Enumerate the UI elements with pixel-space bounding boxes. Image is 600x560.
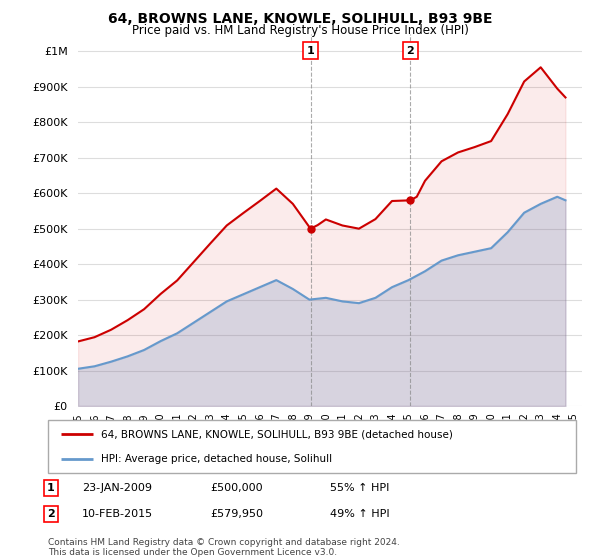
Text: 1: 1	[47, 483, 55, 493]
Text: £500,000: £500,000	[210, 483, 263, 493]
Text: 64, BROWNS LANE, KNOWLE, SOLIHULL, B93 9BE (detached house): 64, BROWNS LANE, KNOWLE, SOLIHULL, B93 9…	[101, 430, 452, 440]
Text: £579,950: £579,950	[210, 509, 263, 519]
Text: Price paid vs. HM Land Registry's House Price Index (HPI): Price paid vs. HM Land Registry's House …	[131, 24, 469, 37]
Text: 2: 2	[407, 45, 415, 55]
Text: Contains HM Land Registry data © Crown copyright and database right 2024.
This d: Contains HM Land Registry data © Crown c…	[48, 538, 400, 557]
Text: 49% ↑ HPI: 49% ↑ HPI	[330, 509, 389, 519]
Text: 64, BROWNS LANE, KNOWLE, SOLIHULL, B93 9BE: 64, BROWNS LANE, KNOWLE, SOLIHULL, B93 9…	[108, 12, 492, 26]
Text: 10-FEB-2015: 10-FEB-2015	[82, 509, 154, 519]
Text: HPI: Average price, detached house, Solihull: HPI: Average price, detached house, Soli…	[101, 454, 332, 464]
Text: 1: 1	[307, 45, 314, 55]
FancyBboxPatch shape	[48, 420, 576, 473]
Text: 55% ↑ HPI: 55% ↑ HPI	[330, 483, 389, 493]
Text: 2: 2	[47, 509, 55, 519]
Text: 23-JAN-2009: 23-JAN-2009	[82, 483, 152, 493]
